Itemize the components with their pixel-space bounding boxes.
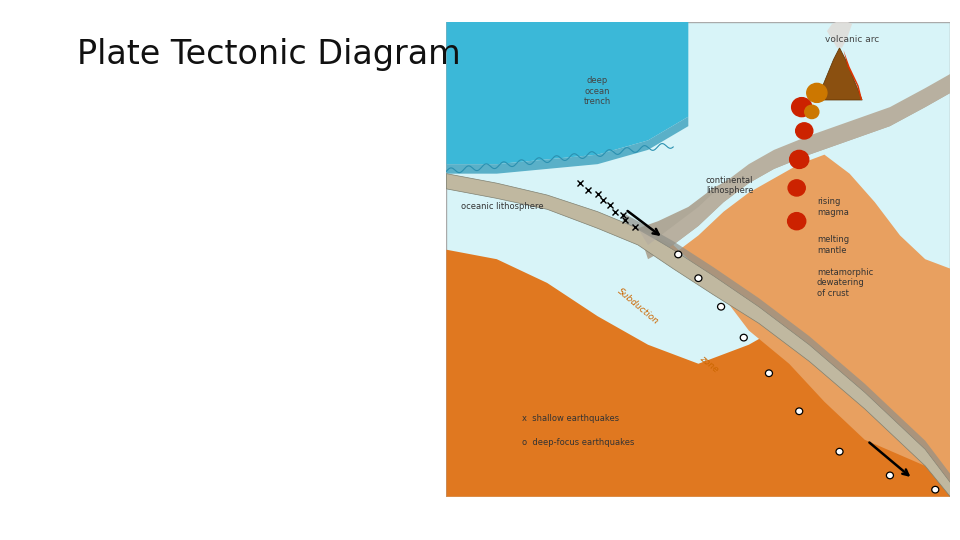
Text: o  deep-focus earthquakes: o deep-focus earthquakes	[522, 437, 635, 447]
Text: x  shallow earthquakes: x shallow earthquakes	[522, 414, 619, 423]
Text: Plate Tectonic Diagram: Plate Tectonic Diagram	[77, 38, 461, 71]
Circle shape	[695, 275, 702, 281]
Circle shape	[886, 472, 894, 479]
Circle shape	[717, 303, 725, 310]
Polygon shape	[446, 249, 950, 497]
Circle shape	[804, 105, 819, 119]
Polygon shape	[446, 117, 688, 174]
Polygon shape	[817, 48, 862, 100]
Text: metamorphic
dewatering
of crust: metamorphic dewatering of crust	[817, 268, 873, 298]
Polygon shape	[623, 213, 950, 483]
Text: oceanic lithosphere: oceanic lithosphere	[461, 202, 543, 212]
Polygon shape	[446, 22, 688, 164]
Circle shape	[932, 487, 939, 493]
Text: rising
magma: rising magma	[817, 197, 849, 217]
Circle shape	[787, 213, 805, 230]
Polygon shape	[638, 74, 950, 245]
Text: Subduction: Subduction	[615, 287, 660, 327]
Circle shape	[796, 123, 813, 139]
Polygon shape	[638, 154, 950, 483]
Text: melting
mantle: melting mantle	[817, 235, 849, 255]
Circle shape	[790, 150, 808, 168]
Polygon shape	[638, 22, 950, 259]
Circle shape	[792, 98, 812, 117]
Polygon shape	[446, 174, 950, 497]
Polygon shape	[844, 50, 862, 100]
Circle shape	[788, 180, 805, 196]
Text: volcanic arc: volcanic arc	[825, 35, 879, 44]
Circle shape	[836, 448, 843, 455]
Polygon shape	[827, 19, 852, 48]
Circle shape	[806, 83, 827, 103]
Circle shape	[796, 408, 803, 415]
Circle shape	[765, 370, 773, 376]
Circle shape	[675, 251, 682, 258]
Text: zone: zone	[697, 353, 720, 374]
Text: deep
ocean
trench: deep ocean trench	[584, 76, 612, 106]
Circle shape	[740, 334, 747, 341]
Text: continental
lithosphere: continental lithosphere	[706, 176, 754, 195]
